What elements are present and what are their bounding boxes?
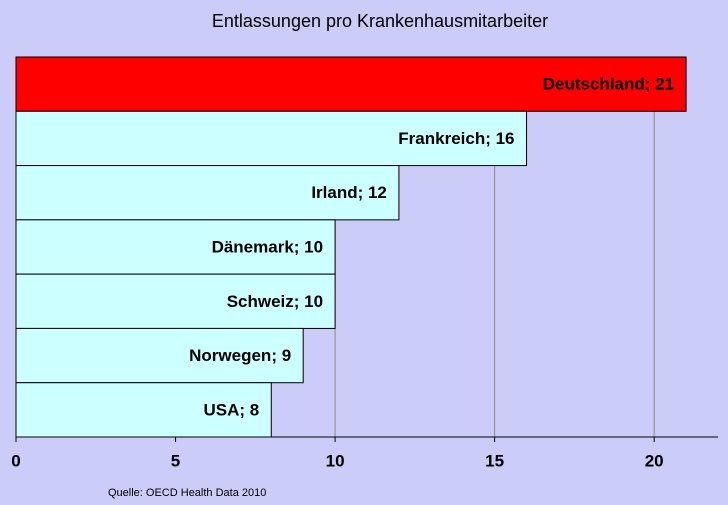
data-label: Irland; 12 <box>311 183 387 202</box>
data-label: Norwegen; 9 <box>189 346 291 365</box>
data-label: Schweiz; 10 <box>227 292 323 311</box>
chart-title: Entlassungen pro Krankenhausmitarbeiter <box>212 11 548 31</box>
x-tick-label: 0 <box>11 451 20 470</box>
bar <box>15 110 528 167</box>
x-tick-label: 10 <box>326 451 345 470</box>
bar <box>15 382 272 438</box>
x-tick-label: 20 <box>645 451 664 470</box>
data-label: Dänemark; 10 <box>212 237 324 256</box>
data-label: Frankreich; 16 <box>398 129 514 148</box>
x-tick-label: 15 <box>485 451 504 470</box>
bar <box>15 165 400 221</box>
x-tick-label: 5 <box>171 451 180 470</box>
data-label: USA; 8 <box>204 400 260 419</box>
source-note: Quelle: OECD Health Data 2010 <box>108 487 266 499</box>
data-label: Deutschland; 21 <box>543 75 674 94</box>
bar <box>15 56 687 112</box>
